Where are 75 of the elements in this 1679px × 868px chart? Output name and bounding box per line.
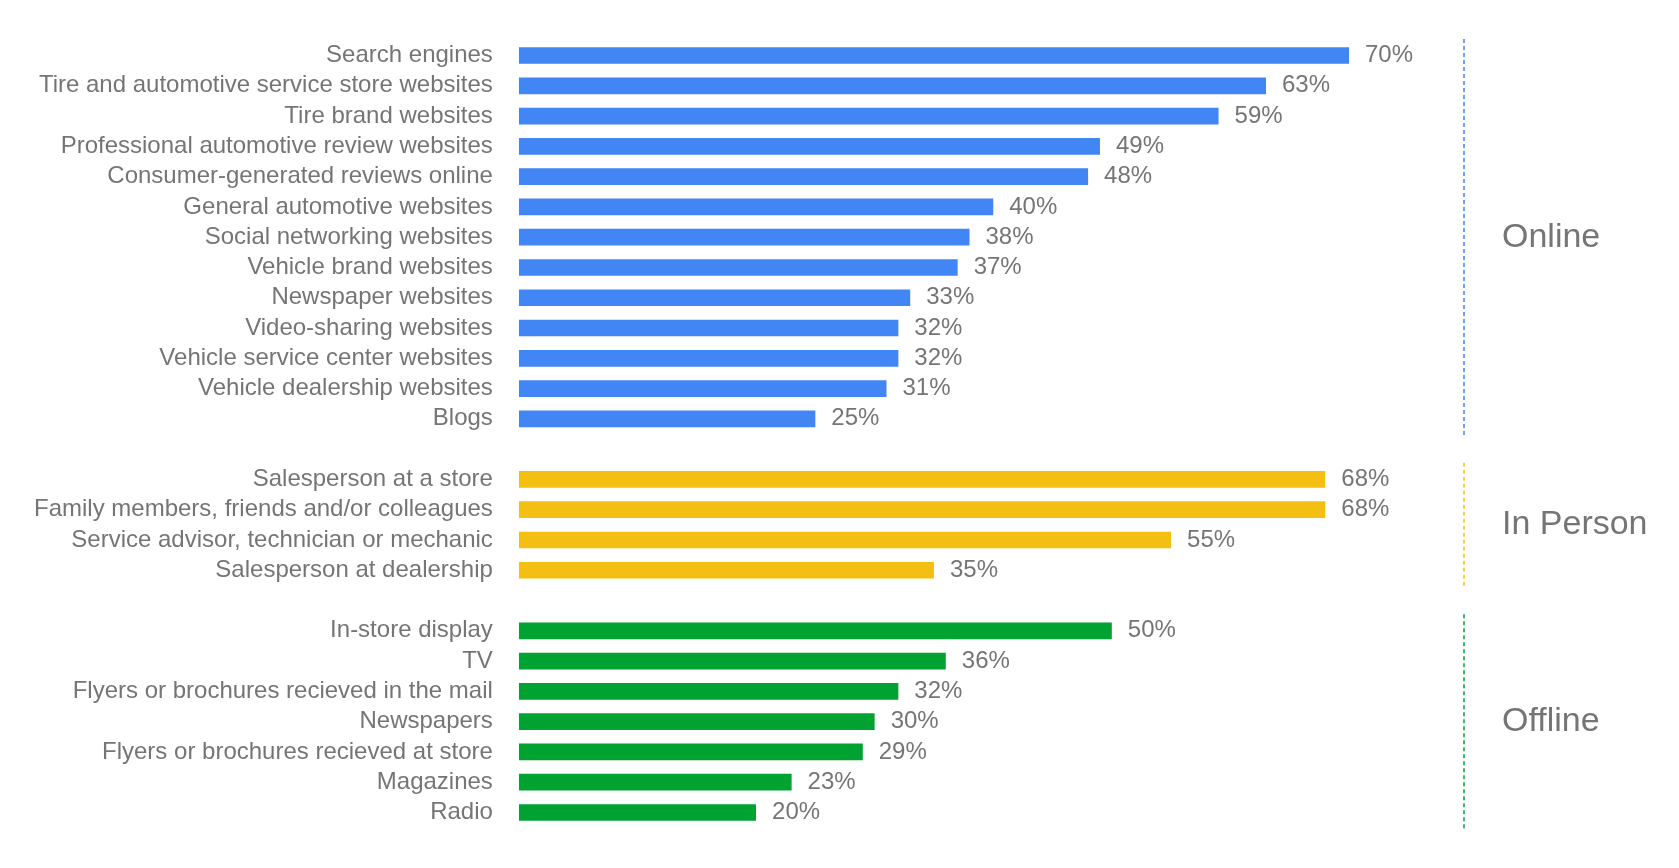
bar xyxy=(518,652,946,670)
data-label: 68% xyxy=(1341,494,1390,522)
bar xyxy=(518,804,757,821)
bar xyxy=(518,47,1349,64)
y-tick-label: TV xyxy=(462,645,493,673)
data-label: 33% xyxy=(926,282,975,310)
bar xyxy=(518,713,875,730)
y-tick-label: Social networking websites xyxy=(204,221,493,249)
bar xyxy=(518,259,958,276)
y-tick-label: Tire and automotive service store websites xyxy=(38,70,493,98)
bar xyxy=(518,77,1266,95)
y-tick-label: Flyers or brochures recieved at store xyxy=(102,736,493,764)
y-tick-label: General automotive websites xyxy=(183,191,493,219)
bar xyxy=(518,743,863,761)
bar xyxy=(518,349,899,367)
data-label: 32% xyxy=(914,675,963,703)
y-tick-label: Newspapers xyxy=(359,706,493,734)
data-label: 32% xyxy=(914,312,963,340)
bar xyxy=(518,531,1172,549)
bar xyxy=(518,319,899,337)
bar xyxy=(518,773,792,791)
y-tick-label: Search engines xyxy=(326,40,493,68)
y-tick-label: Family members, friends and/or colleagues xyxy=(34,494,493,522)
bar xyxy=(518,380,887,397)
y-tick-label: Blogs xyxy=(432,403,493,431)
bar xyxy=(518,683,899,700)
bar xyxy=(518,289,911,307)
data-label: 35% xyxy=(949,554,998,582)
data-label: 50% xyxy=(1127,615,1176,643)
data-label: 20% xyxy=(772,797,821,825)
data-label: 31% xyxy=(902,373,951,401)
y-tick-label: Flyers or brochures recieved in the mail xyxy=(72,675,493,703)
bar xyxy=(518,138,1100,155)
y-tick-label: Salesperson at a store xyxy=(252,464,493,492)
data-label: 63% xyxy=(1281,70,1331,98)
y-tick-label: Video-sharing websites xyxy=(245,312,493,340)
y-tick-label: Tire brand websites xyxy=(284,100,493,128)
data-label: 59% xyxy=(1234,100,1283,128)
data-label: 48% xyxy=(1104,161,1153,189)
y-tick-label: Newspaper websites xyxy=(271,282,493,310)
data-label: 37% xyxy=(973,252,1022,280)
y-tick-label: Radio xyxy=(430,797,493,825)
data-label: 38% xyxy=(985,221,1034,249)
data-label: 23% xyxy=(807,766,856,794)
bar xyxy=(518,198,994,216)
data-label: 29% xyxy=(878,736,927,764)
data-label: 36% xyxy=(961,645,1010,673)
y-tick-label: In-store display xyxy=(330,615,493,643)
bar xyxy=(518,501,1326,519)
text: Online xyxy=(1502,215,1601,254)
data-label: 70% xyxy=(1365,40,1414,68)
y-tick-label: Vehicle service center websites xyxy=(159,342,493,370)
bar xyxy=(518,471,1326,488)
y-tick-label: Vehicle dealership websites xyxy=(198,373,493,401)
y-tick-label: Service advisor, technician or mechanic xyxy=(71,524,493,552)
y-tick-label: Vehicle brand websites xyxy=(247,252,493,280)
data-label: 68% xyxy=(1341,464,1390,492)
bar xyxy=(518,622,1112,640)
bar xyxy=(518,561,934,579)
bar xyxy=(518,107,1219,125)
data-label: 30% xyxy=(890,706,939,734)
data-label: 40% xyxy=(1009,191,1058,219)
y-tick-label: Salesperson at dealership xyxy=(215,554,493,582)
bar xyxy=(518,228,970,246)
text: In Person xyxy=(1502,503,1648,542)
data-label: 25% xyxy=(831,403,880,431)
y-tick-label: Magazines xyxy=(376,766,493,794)
bar xyxy=(518,410,816,428)
bar xyxy=(518,168,1089,185)
y-tick-label: Professional automotive review websites xyxy=(60,130,493,158)
data-label: 32% xyxy=(914,342,963,370)
y-tick-label: Consumer-generated reviews online xyxy=(107,161,493,189)
data-label: 49% xyxy=(1115,130,1164,158)
text: Offline xyxy=(1502,700,1600,739)
data-label: 55% xyxy=(1187,524,1236,552)
